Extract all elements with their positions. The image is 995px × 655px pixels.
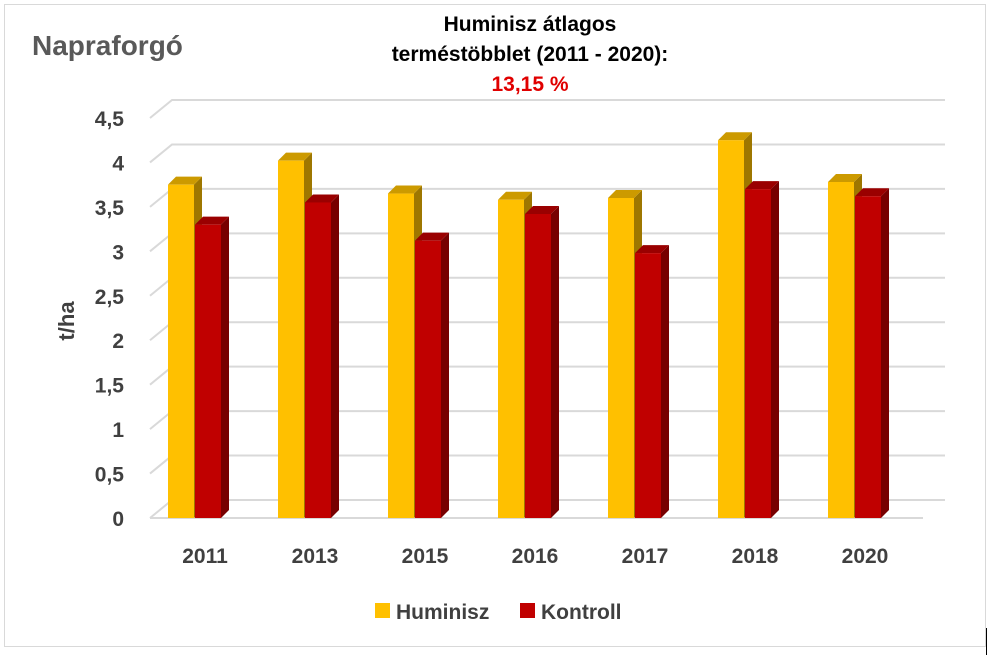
x-tick-label: 2016 <box>512 545 559 568</box>
bar-kontroll-2020 <box>855 188 889 518</box>
y-tick-label: 0 <box>112 508 124 531</box>
y-tick-label: 4,5 <box>95 108 125 131</box>
bar-top <box>305 194 339 203</box>
y-tick-label: 2 <box>112 330 124 353</box>
bar-front <box>718 140 744 518</box>
gridline <box>149 187 945 208</box>
bar-top <box>855 188 889 197</box>
bar-kontroll-2013 <box>305 194 339 518</box>
x-axis-ticks: 2011 2013 2015 2016 2017 2018 2020 <box>182 545 888 568</box>
legend-swatch <box>520 603 535 618</box>
title-value: 13,15 % <box>491 73 569 96</box>
chart-frame <box>4 4 986 647</box>
bar-kontroll-2016 <box>525 206 559 518</box>
x-tick-label: 2013 <box>292 545 339 568</box>
bar-side <box>551 206 559 518</box>
bar-top <box>168 176 202 185</box>
title-line-1: Huminisz átlagos <box>443 13 617 36</box>
y-tick-label: 1 <box>112 419 124 442</box>
bar-top <box>415 232 449 241</box>
bar-front <box>305 202 331 518</box>
chart-title: Huminisz átlagos terméstöbblet (2011 - 2… <box>330 10 730 100</box>
bars <box>168 132 889 519</box>
legend-item-kontroll: Kontroll <box>520 601 621 624</box>
bar-front <box>168 184 194 518</box>
bar-kontroll-2011 <box>195 216 229 518</box>
bar-top <box>278 152 312 161</box>
y-tick-label: 4 <box>112 152 124 175</box>
bar-front <box>828 182 854 518</box>
bar-front <box>388 193 414 519</box>
bar-top <box>608 190 642 198</box>
legend: Huminisz Kontroll <box>375 601 621 624</box>
bar-front <box>608 198 634 518</box>
y-tick-label: 2,5 <box>95 286 125 309</box>
legend-label: Kontroll <box>541 601 621 624</box>
bar-front <box>745 189 771 518</box>
bar-side <box>221 216 229 518</box>
bar-kontroll-2018 <box>745 181 779 518</box>
bar-front <box>415 240 441 518</box>
bar-side <box>441 232 449 518</box>
bar-top <box>828 174 862 182</box>
bar-top <box>195 216 229 225</box>
bar-side <box>881 188 889 518</box>
x-tick-label: 2017 <box>622 545 669 568</box>
bar-top <box>718 132 752 141</box>
y-tick-label: 3 <box>112 241 124 264</box>
bar-front <box>855 196 881 518</box>
bar-top <box>498 191 532 200</box>
bar-front <box>525 214 551 518</box>
frame-edge-mark <box>986 628 987 655</box>
crop-name: Napraforgó <box>32 30 183 61</box>
bar-top <box>635 245 669 254</box>
gridline <box>149 143 945 164</box>
bar-kontroll-2017 <box>635 245 669 518</box>
y-tick-label: 0,5 <box>95 464 125 487</box>
bar-side <box>661 245 669 518</box>
x-tick-label: 2015 <box>402 545 449 568</box>
bar-front <box>635 253 661 518</box>
y-axis-label: t/ha <box>54 301 79 341</box>
bar-front <box>498 199 524 518</box>
bar-front <box>195 224 221 518</box>
title-line-2: terméstöbblet (2011 - 2020): <box>391 43 669 66</box>
legend-label: Huminisz <box>396 601 489 624</box>
x-tick-label: 2011 <box>182 545 228 568</box>
y-tick-label: 1,5 <box>95 375 125 398</box>
bar-side <box>771 181 779 518</box>
y-axis-ticks: 0 0,5 1 1,5 2 2,5 3 3,5 4 4,5 <box>95 108 125 531</box>
bar-kontroll-2015 <box>415 232 449 518</box>
bar-side <box>331 194 339 518</box>
gridline <box>149 99 945 119</box>
x-tick-label: 2020 <box>842 545 889 568</box>
bar-top <box>388 185 422 194</box>
bar-front <box>278 160 304 518</box>
legend-swatch <box>375 603 390 618</box>
y-tick-label: 3,5 <box>95 197 125 220</box>
bar-top <box>745 181 779 190</box>
legend-item-huminisz: Huminisz <box>375 601 489 624</box>
bar-top <box>525 206 559 214</box>
x-tick-label: 2018 <box>732 545 779 568</box>
